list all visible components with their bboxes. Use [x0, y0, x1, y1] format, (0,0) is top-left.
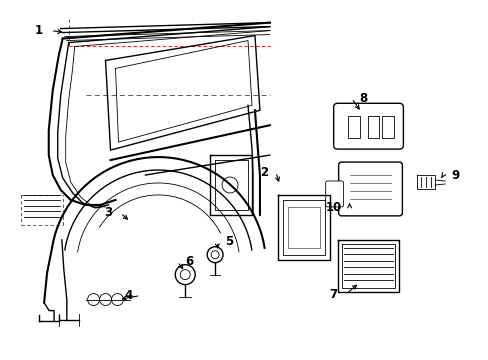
Text: 2: 2: [259, 166, 267, 179]
Text: 3: 3: [104, 206, 112, 219]
Text: 1: 1: [35, 24, 42, 37]
Text: 5: 5: [224, 235, 233, 248]
Bar: [347, 116, 359, 138]
Bar: [367, 116, 379, 138]
Text: 9: 9: [450, 168, 459, 181]
Text: 8: 8: [359, 92, 367, 105]
Text: 10: 10: [325, 201, 341, 215]
Text: 6: 6: [185, 255, 193, 268]
FancyBboxPatch shape: [325, 181, 343, 207]
Text: 7: 7: [329, 288, 337, 301]
FancyBboxPatch shape: [338, 162, 402, 216]
FancyBboxPatch shape: [333, 103, 403, 149]
Text: 4: 4: [124, 289, 132, 302]
Bar: [382, 116, 394, 138]
